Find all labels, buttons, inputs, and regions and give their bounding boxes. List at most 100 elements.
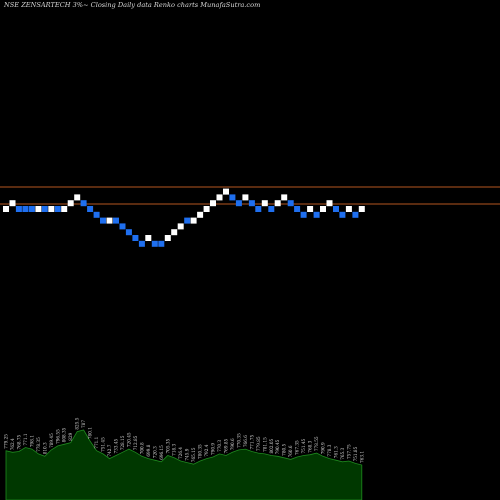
price-label: 802.05 [269,439,274,454]
price-label: 792.4 [204,444,209,456]
renko-brick-up [307,206,314,212]
renko-brick-down [333,206,339,212]
price-label: 728.15 [120,435,125,450]
price-label: 825.5 [75,417,80,429]
price-label: 780.35 [198,444,203,459]
price-label: 770.3 [217,440,222,452]
renko-brick-up [203,206,210,212]
renko-brick-down [113,217,119,224]
price-label: 765.3 [340,447,345,459]
price-label: 765.15 [191,447,196,462]
renko-brick-down [87,206,94,212]
renko-brick-up [74,194,81,201]
price-label: 790.9 [211,443,216,455]
renko-bricks [3,188,365,247]
price-label: 726.4 [178,447,183,459]
price-label: 699.8 [146,444,151,456]
price-label: 712.85 [133,435,138,450]
price-label: 790.9 [321,442,326,454]
renko-brick-down [229,194,236,201]
renko-brick-down [352,211,359,218]
renko-brick-down [294,206,301,212]
price-label: 720.45 [126,432,131,447]
renko-brick-down [300,211,307,218]
price-label: 761.3 [334,446,339,458]
price-label: 757.75 [346,444,351,459]
renko-brick-down [41,206,48,212]
price-label: 745.9 [185,448,190,460]
renko-brick-up [106,217,113,224]
renko-brick-down [54,206,61,212]
price-label: 778.55 [314,436,319,451]
price-label: 767.35 [295,440,300,455]
renko-brick-up [197,211,204,218]
price-label: 780.5 [282,443,287,455]
renko-brick-down [235,200,242,207]
price-label: 733.45 [114,439,119,454]
renko-brick-down [80,200,87,207]
price-label: 696.15 [159,445,164,460]
renko-brick-up [345,206,352,212]
renko-brick-up [261,200,268,207]
renko-brick-down [22,206,29,212]
renko-brick-down [151,240,158,247]
price-label: 771.75 [249,435,254,450]
renko-brick-down [248,200,255,207]
price-label: 751.85 [353,446,358,461]
price-label: 751.45 [301,439,306,454]
price-label: 766.6 [243,435,248,447]
renko-brick-up [223,188,229,195]
price-label: 780.1 [88,427,93,439]
renko-brick-up [274,200,281,207]
renko-brick-up [48,206,55,212]
price-label: 760.6 [288,445,293,457]
price-label: 779.25 [4,434,9,449]
price-label: 718.3 [172,443,177,455]
renko-brick-down [93,211,100,218]
price-label: 771.1 [94,436,99,448]
renko-brick-up [171,229,178,236]
renko-brick-up [190,217,197,224]
renko-brick-up [9,200,16,207]
price-label: 787 [81,420,86,428]
price-label: 769.85 [224,439,229,454]
renko-brick-up [210,200,216,207]
renko-brick-up [67,200,74,207]
price-label: 790.6 [230,438,235,450]
renko-brick-up [242,194,249,201]
chart-title: NSE ZENSARTECH 3%~ Closing Daily data Re… [4,1,261,9]
renko-brick-up [3,206,9,212]
price-label: 751.45 [101,437,106,452]
renko-brick-up [358,206,365,212]
renko-brick-up [145,235,152,241]
renko-brick-down [339,211,346,218]
renko-brick-down [255,206,262,212]
renko-brick-up [164,235,171,241]
renko-brick-up [281,194,288,201]
price-label: 798.1 [29,435,34,447]
volume-area-path [5,429,363,500]
renko-brick-up [35,206,42,212]
renko-brick-down [28,206,35,212]
renko-brick-down [100,217,106,224]
renko-brick-down [158,240,165,247]
price-label: 705.35 [165,439,170,454]
price-label: 808.35 [62,427,67,442]
price-label: 778.3 [327,444,332,456]
renko-brick-down [313,211,320,218]
renko-brick-down [132,235,139,241]
price-labels: 779.25 762.4 768.75 771.1 798.1 778.35 810.378… [4,417,365,463]
price-label: 781.15 [262,437,267,452]
price-label: 742.7 [107,444,112,456]
renko-brick-down [138,240,145,247]
price-label: 762.4 [10,438,15,450]
price-label: 796.55 [55,429,60,444]
renko-brick-up [61,206,68,212]
price-label: 790.45 [275,439,280,454]
price-label: 810.3 [42,442,47,454]
price-label: 789.45 [49,433,54,448]
price-label: 778.35 [36,437,41,452]
price-label: 700.8 [139,442,144,454]
renko-brick-down [15,206,22,212]
